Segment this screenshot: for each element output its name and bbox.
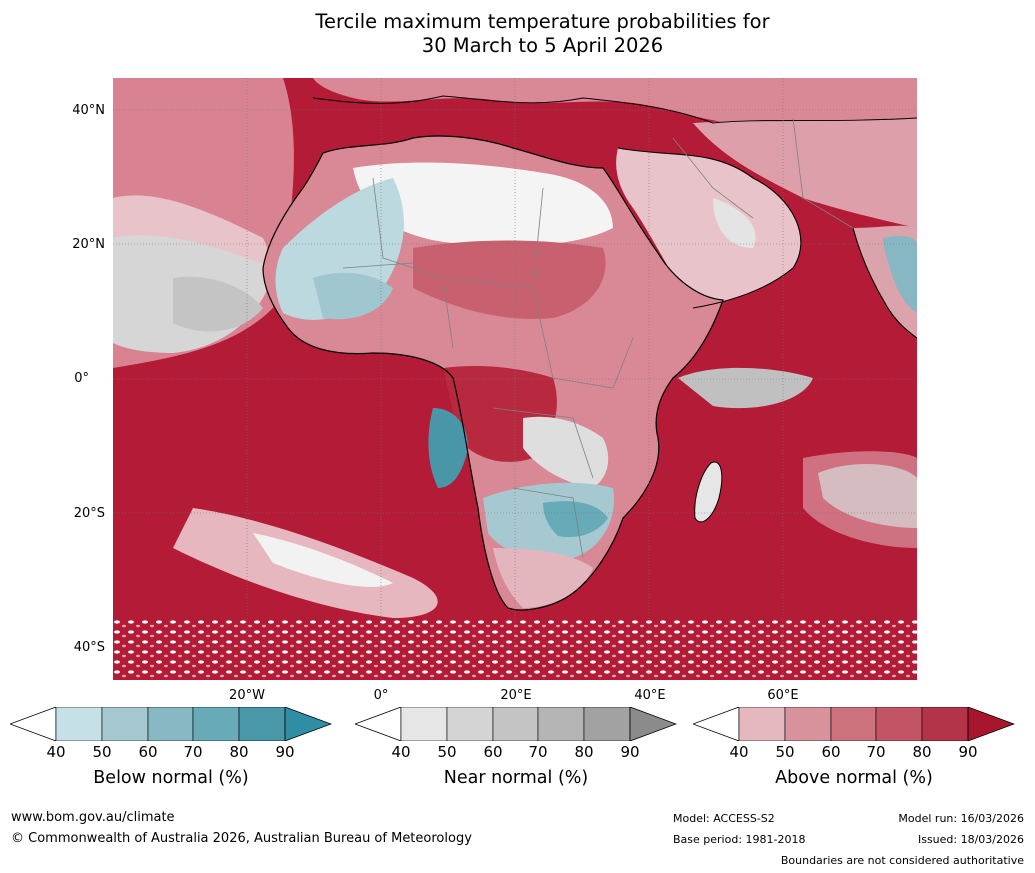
africa-coastline	[262, 135, 724, 611]
tick-below-50: 50	[92, 743, 112, 761]
tick-above-60: 60	[821, 743, 841, 761]
colorbar-below-bin-1	[55, 707, 103, 741]
colorbar-above-bin-3	[830, 707, 877, 741]
lat-label-40n: 40°N	[72, 103, 105, 118]
colorbar-near-high-tri	[629, 707, 677, 741]
colorbar-above-high-tri	[967, 707, 1015, 741]
arabian-near	[713, 198, 756, 248]
footer-base-period: Base period: 1981-2018	[673, 833, 806, 846]
colorbar-near-bin-2	[446, 707, 494, 741]
southern-africa-below-core	[543, 501, 608, 538]
india-below	[883, 235, 917, 313]
title-line-2: 30 March to 5 April 2026	[421, 34, 664, 57]
colorbar-below	[10, 707, 332, 741]
tick-near-50: 50	[437, 743, 457, 761]
graticule	[113, 78, 917, 680]
south-africa-pale	[493, 548, 593, 608]
indian-ocean-pale	[803, 451, 917, 548]
footer-issued: Issued: 18/03/2026	[917, 833, 1024, 846]
colorbar-below-low-tri	[10, 707, 57, 741]
colorbar-above-bin-1	[738, 707, 786, 741]
tick-below-60: 60	[138, 743, 158, 761]
arabia-coastline	[617, 147, 802, 309]
colorbar-above-low-tri	[693, 707, 740, 741]
colorbar-below-bin-5	[238, 707, 286, 741]
colorbar-above-bin-5	[921, 707, 969, 741]
colorbar-near-label: Near normal (%)	[443, 768, 589, 788]
angola-below	[428, 408, 468, 488]
atlantic-grey-patch	[173, 276, 263, 332]
tick-below-70: 70	[183, 743, 203, 761]
colorbar-near	[355, 707, 677, 741]
colorbar-near-low-tri	[355, 707, 402, 741]
indian-ocean-near-1	[678, 367, 813, 409]
lon-label-0: 0°	[373, 688, 389, 703]
probability-map	[113, 78, 917, 680]
central-sahel-above	[413, 240, 606, 319]
title-line-1: Tercile maximum temperature probabilitie…	[315, 10, 770, 33]
sahara-pale	[353, 162, 613, 246]
colorbar-below-bin-3	[147, 707, 194, 741]
tick-near-70: 70	[528, 743, 548, 761]
tick-near-80: 80	[574, 743, 594, 761]
tick-below-40: 40	[46, 743, 66, 761]
colorbar-near-bin-1	[400, 707, 448, 741]
europe-land	[313, 78, 917, 124]
tick-near-40: 40	[391, 743, 411, 761]
map-title: Tercile maximum temperature probabilitie…	[0, 10, 1035, 58]
colorbar-below-high-tri	[284, 707, 332, 741]
colorbar-near-bin-4	[537, 707, 585, 741]
persia-land	[693, 118, 917, 228]
footer-model-run: Model run: 16/03/2026	[898, 812, 1024, 825]
colorbar-near-bin-5	[583, 707, 631, 741]
europe-coastline	[312, 95, 917, 124]
lon-label-20w: 20°W	[229, 688, 265, 703]
colorbar-near-bin-3	[492, 707, 539, 741]
lon-label-60e: 60°E	[767, 688, 799, 703]
colorbar-below-bin-2	[101, 707, 149, 741]
tick-above-90: 90	[958, 743, 978, 761]
tick-near-60: 60	[483, 743, 503, 761]
india-coastline	[852, 227, 917, 339]
tick-above-50: 50	[775, 743, 795, 761]
footer-copyright: © Commonwealth of Australia 2026, Austra…	[11, 831, 472, 846]
lat-label-20n: 20°N	[72, 237, 105, 252]
lat-label-equator: 0°	[74, 371, 89, 386]
footer-url[interactable]: www.bom.gov.au/climate	[11, 810, 175, 825]
arabia-land	[616, 148, 801, 308]
tick-above-70: 70	[866, 743, 886, 761]
tick-above-40: 40	[729, 743, 749, 761]
tick-near-90: 90	[620, 743, 640, 761]
west-africa-below-2	[313, 272, 393, 320]
footer-model: Model: ACCESS-S2	[673, 812, 775, 825]
colorbar-above-bin-2	[784, 707, 832, 741]
lon-label-20e: 20°E	[500, 688, 532, 703]
colorbar-above-label: Above normal (%)	[775, 768, 933, 788]
lat-label-20s: 20°S	[73, 506, 105, 521]
colorbar-below-label: Below normal (%)	[93, 768, 249, 788]
tick-below-90: 90	[275, 743, 295, 761]
south-atlantic-white	[253, 533, 393, 587]
east-africa-near	[523, 416, 609, 488]
footer-disclaimer: Boundaries are not considered authoritat…	[780, 854, 1024, 867]
madagascar	[694, 461, 723, 523]
country-borders	[342, 117, 854, 559]
lon-label-40e: 40°E	[634, 688, 666, 703]
lat-label-40s: 40°S	[73, 640, 105, 655]
tick-above-80: 80	[912, 743, 932, 761]
colorbar-above-bin-4	[875, 707, 923, 741]
tick-below-80: 80	[229, 743, 249, 761]
colorbar-below-bin-4	[192, 707, 240, 741]
colorbar-above	[693, 707, 1015, 741]
